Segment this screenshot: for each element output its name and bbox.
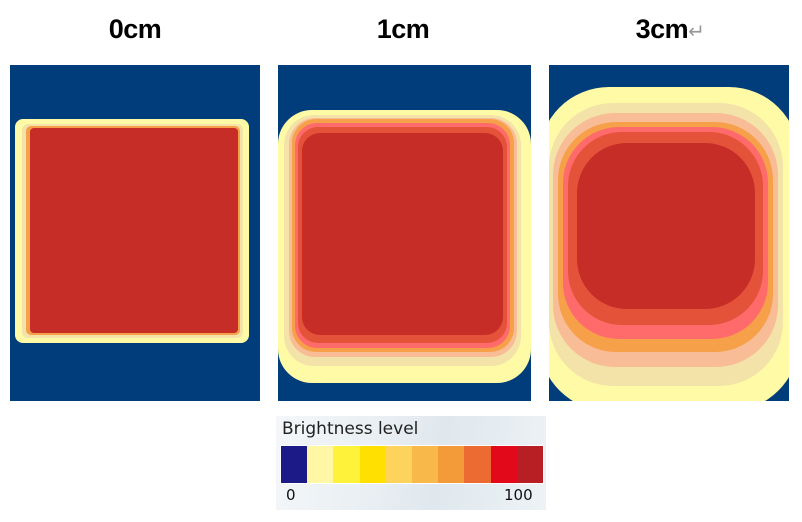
legend-title: Brightness level <box>282 419 419 439</box>
legend-swatch-4 <box>385 446 413 483</box>
legend-swatch-6 <box>438 446 465 483</box>
title-1cm: 1cm <box>376 14 430 44</box>
contour-band-3 <box>30 128 238 333</box>
legend-swatch-0 <box>281 446 308 483</box>
contour-band-6 <box>577 143 755 309</box>
legend-color-bar <box>280 445 544 484</box>
legend-min-label: 0 <box>286 486 296 504</box>
brightness-legend: Brightness level 0 100 <box>276 416 546 510</box>
legend-swatch-3 <box>359 446 386 483</box>
legend-swatch-8 <box>490 446 517 483</box>
title-0cm: 0cm <box>108 14 162 44</box>
title-3cm: 3cm↵ <box>545 14 795 45</box>
legend-swatch-5 <box>412 446 439 483</box>
legend-max-label: 100 <box>504 486 533 504</box>
legend-swatch-9 <box>516 446 544 483</box>
heatmap-panel-0cm <box>10 65 260 401</box>
legend-swatch-7 <box>464 446 491 483</box>
title-3cm-text: 3cm <box>635 14 689 44</box>
contour-band-6 <box>302 133 503 335</box>
legend-swatch-2 <box>333 446 360 483</box>
heatmap-panel-1cm <box>278 65 531 401</box>
heatmap-panel-3cm <box>549 65 789 401</box>
legend-swatch-1 <box>307 446 334 483</box>
return-mark-icon: ↵ <box>688 21 705 43</box>
